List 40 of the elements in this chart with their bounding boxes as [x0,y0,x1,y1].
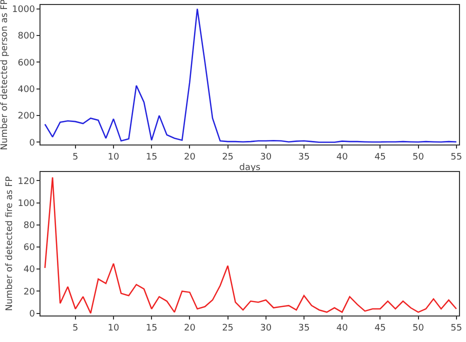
y-tick-label: 100 [18,198,36,209]
y-axis-title: Number of detected person as FP [0,0,10,150]
x-tick-label: 5 [72,323,78,334]
y-tick-label: 400 [18,85,36,96]
line-series [44,176,458,314]
y-tick-label: 200 [18,112,36,122]
x-tick-label: 30 [260,152,272,162]
x-tick-label: 40 [336,323,348,334]
x-tick-label: 15 [146,152,158,162]
x-tick-label: 20 [184,152,196,162]
x-tick-label: 35 [298,152,310,162]
x-tick-label: 10 [108,323,120,334]
x-tick-label: 25 [222,323,234,334]
x-tick-label: 40 [336,152,348,162]
x-axis-title: days [239,163,261,174]
y-tick-label: 20 [23,287,36,298]
x-tick-label: 5 [72,152,78,162]
y-tick-label: 600 [18,58,36,68]
y-tick-label: 60 [23,243,36,254]
line-series [44,8,458,143]
y-tick-label: 0 [29,138,36,148]
x-tick-label: 20 [184,323,196,334]
x-tick-label: 30 [260,323,272,334]
x-tick-label: 25 [222,152,234,162]
y-axis-title: Number of detected fire as FP [5,176,16,312]
x-tick-label: 50 [412,323,424,334]
x-tick-label: 55 [450,323,462,334]
x-tick-label: 35 [298,323,310,334]
y-tick-label: 800 [18,32,36,42]
x-tick-label: 10 [108,152,120,162]
x-tick-label: 45 [374,152,386,162]
y-tick-label: 80 [23,221,36,232]
x-tick-label: 50 [412,152,424,162]
x-tick-label: 55 [450,152,462,162]
y-tick-label: 40 [23,265,36,276]
y-tick-label: 0 [29,309,36,320]
y-tick-label: 1000 [12,5,36,16]
x-tick-label: 45 [374,323,386,334]
x-tick-label: 15 [146,323,158,334]
y-tick-label: 120 [18,176,36,187]
